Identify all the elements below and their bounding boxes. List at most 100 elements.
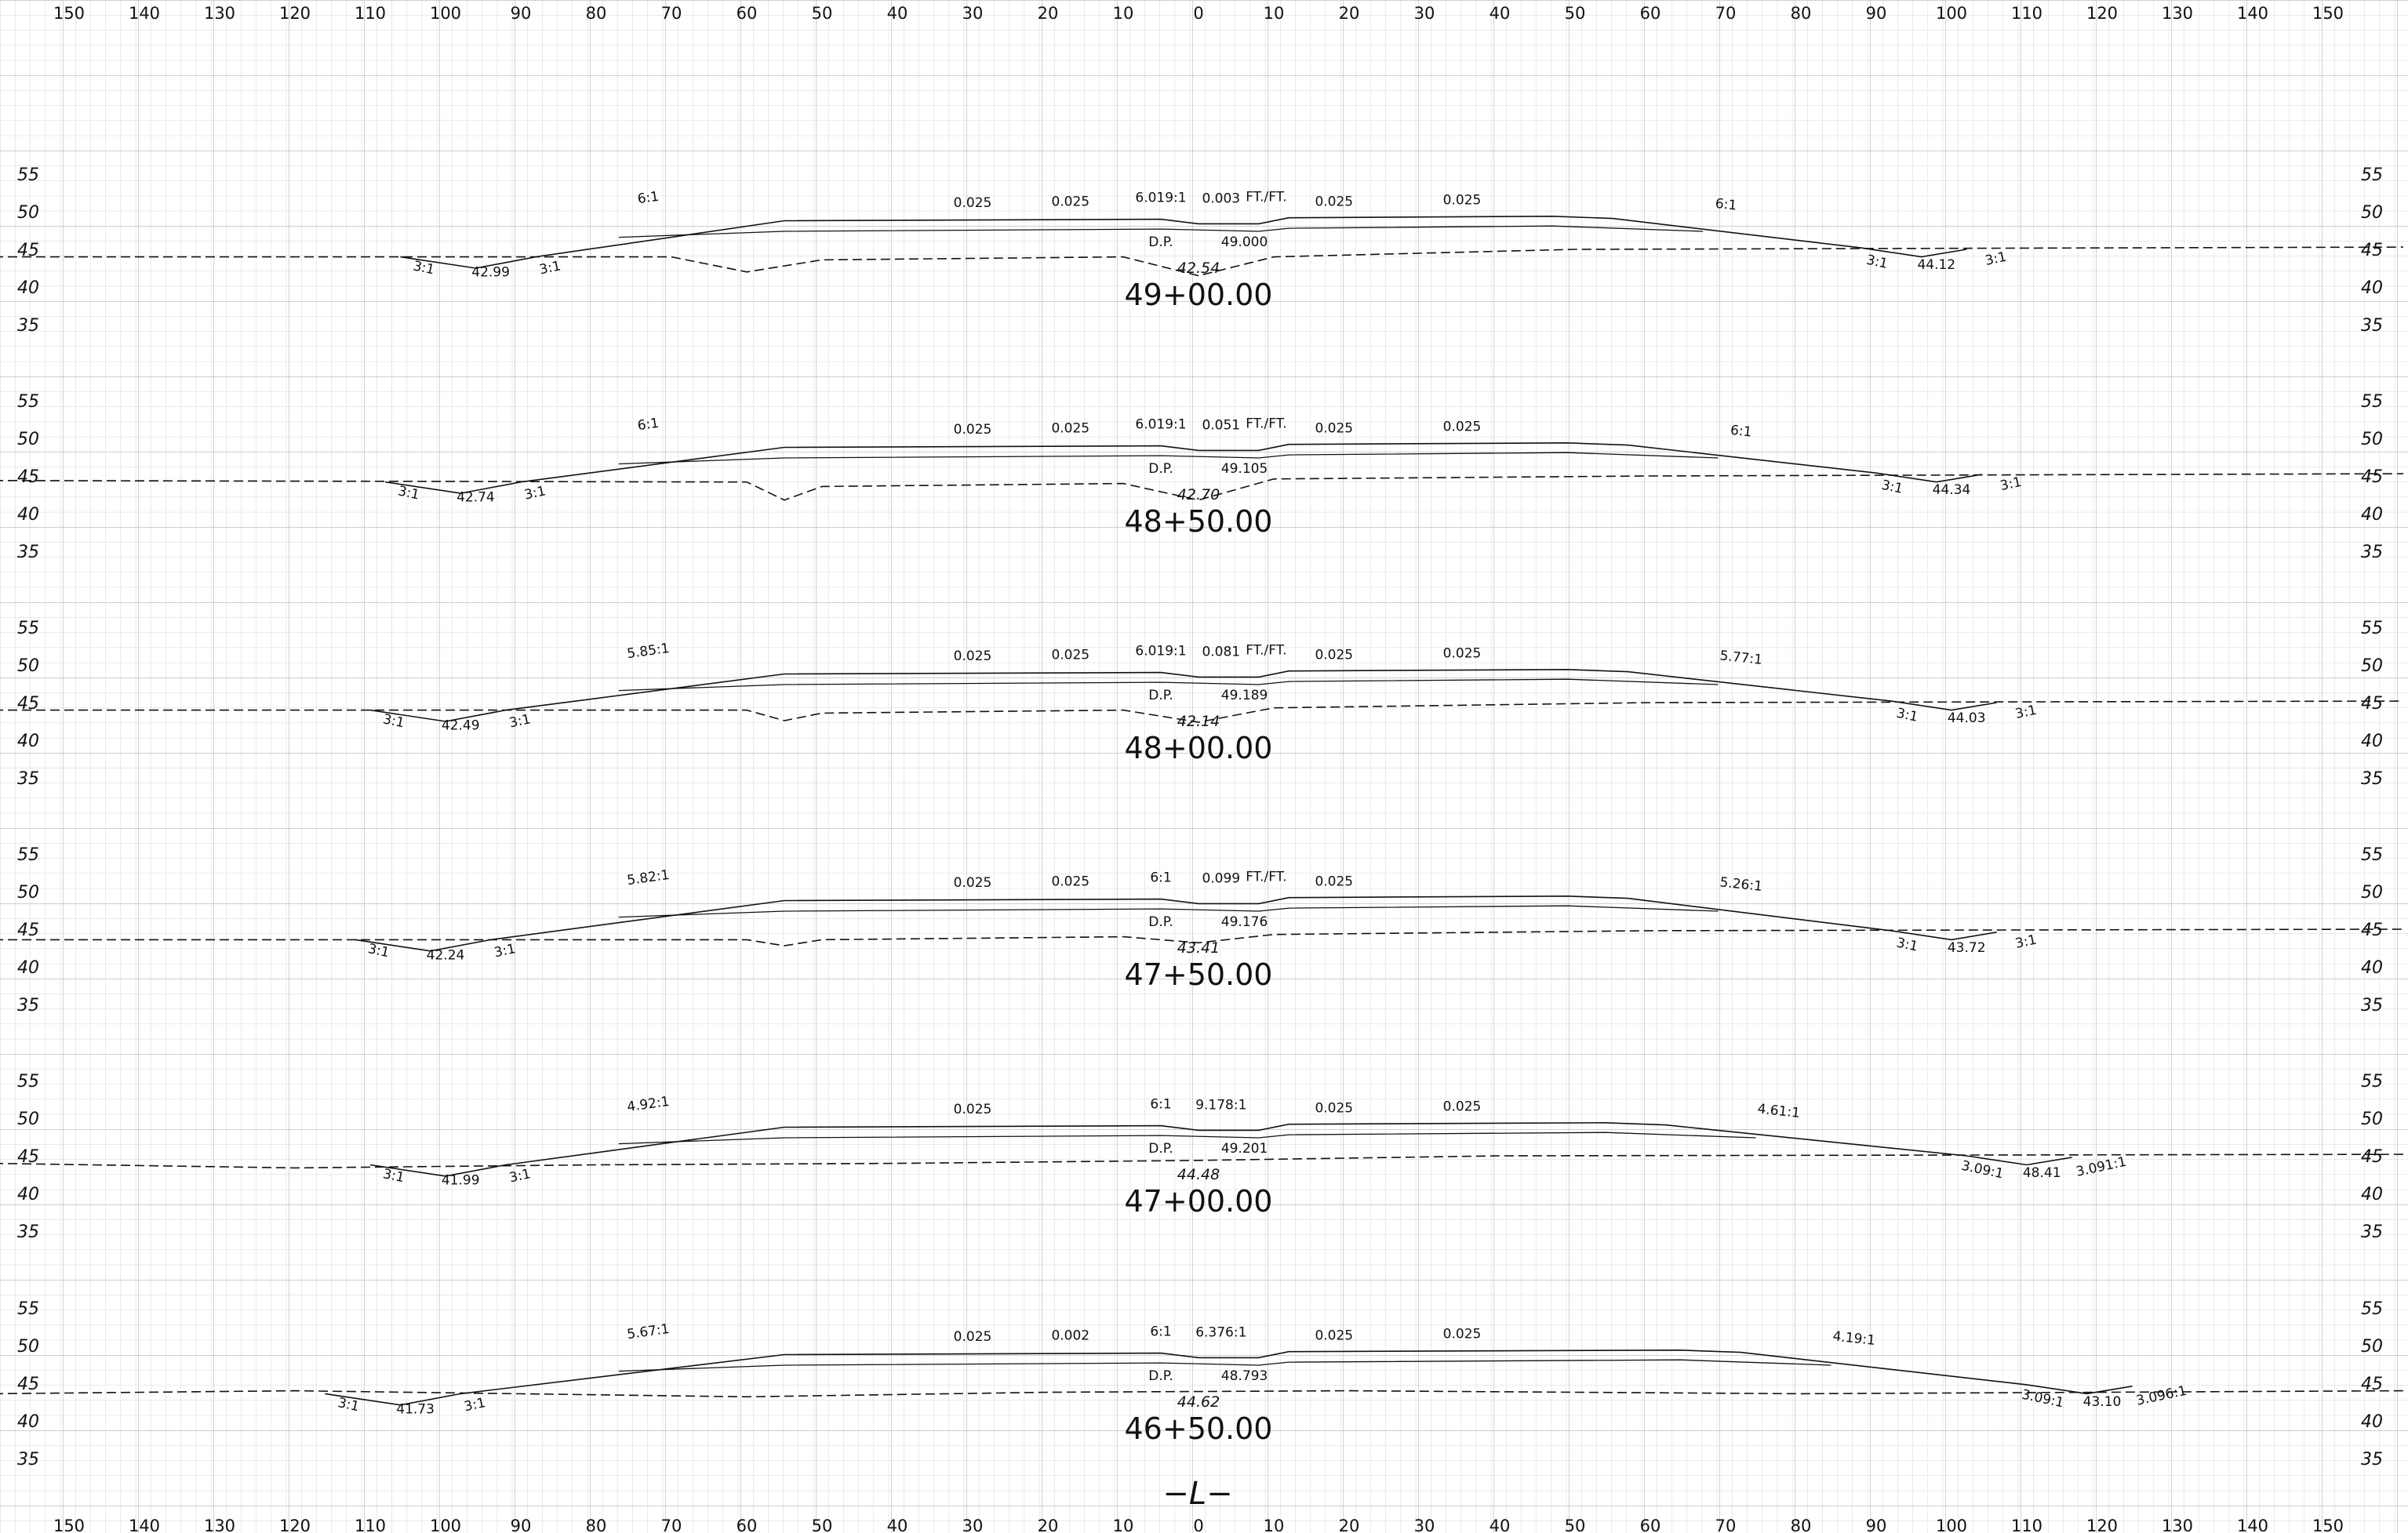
elevation-label: 50 — [17, 430, 39, 449]
elevation-label: 50 — [17, 883, 39, 903]
station-label: 48+50.00 — [1125, 504, 1273, 539]
elevation-label: 50 — [17, 1337, 39, 1357]
right-ditch-elevation: 44.03 — [1948, 710, 1986, 726]
station-label: 48+00.00 — [1125, 731, 1273, 765]
offset-tick-label: 20 — [1339, 4, 1360, 23]
offset-tick-label: 130 — [2162, 1517, 2193, 1533]
station-label: 47+50.00 — [1125, 957, 1273, 992]
elevation-label: 50 — [2361, 430, 2383, 449]
design-point-elevation: 48.793 — [1221, 1368, 1268, 1384]
elevation-label: 50 — [2361, 656, 2383, 676]
design-point-label: D.P. — [1148, 914, 1173, 930]
left-ditch-elevation: 42.49 — [442, 718, 480, 734]
subgrade-line — [618, 1132, 1756, 1145]
offset-tick-label: 120 — [2086, 1517, 2118, 1533]
ground-elevation-label: 44.62 — [1177, 1393, 1220, 1411]
elevation-label: 40 — [17, 732, 39, 751]
elevation-label: 40 — [2361, 732, 2383, 751]
offset-tick-label: 70 — [661, 1517, 682, 1533]
elevation-label: 35 — [17, 1450, 39, 1469]
existing-ground-line — [0, 246, 2404, 277]
ft-per-ft-label: FT./FT. — [1246, 190, 1286, 205]
offset-tick-label: 100 — [430, 4, 461, 23]
elevation-label: 45 — [2361, 467, 2383, 487]
elevation-label: 50 — [17, 656, 39, 676]
offset-tick-label: 90 — [511, 4, 532, 23]
right-ditch-elevation: 44.34 — [1933, 482, 1971, 498]
offset-tick-label: 130 — [2162, 4, 2193, 23]
existing-ground-line — [0, 473, 2404, 501]
offset-tick-label: 50 — [1565, 1517, 1586, 1533]
elevation-label: 45 — [17, 921, 39, 940]
elevation-label: 55 — [2361, 1299, 2383, 1319]
offset-tick-label: 120 — [2086, 4, 2118, 23]
right-fill-slope-label: 6:1 — [1715, 196, 1737, 214]
left-fill-slope-label: 6:1 — [637, 416, 660, 434]
design-point-label: D.P. — [1148, 1368, 1173, 1384]
design-point-label: D.P. — [1148, 461, 1173, 477]
elevation-label: 35 — [2361, 769, 2383, 789]
bottom-offset-axis: 150 140 130 120 110 100 90 80 70 60 50 40 30 20 10 0 10 2… — [53, 1517, 2344, 1533]
subgrade-line — [618, 1359, 1831, 1372]
offset-tick-label: 40 — [1490, 4, 1511, 23]
elevation-label: 55 — [2361, 1072, 2383, 1092]
offset-tick-label: 140 — [2237, 1517, 2268, 1533]
baseline-label: −L− — [1162, 1476, 1232, 1512]
offset-tick-label: 80 — [1791, 4, 1812, 23]
elevation-label: 35 — [2361, 1222, 2383, 1242]
subgrade-line — [618, 905, 1719, 918]
left-ditch-elevation: 42.99 — [471, 265, 510, 281]
offset-tick-label: 40 — [1490, 1517, 1511, 1533]
offset-tick-label: 60 — [737, 1517, 758, 1533]
design-point-elevation: 49.105 — [1221, 461, 1268, 477]
left-ditch-elevation: 41.99 — [442, 1172, 480, 1188]
left-ditch-elevation: 41.73 — [396, 1401, 435, 1417]
elevation-label: 50 — [2361, 1337, 2383, 1357]
left-lane-slope-label: 0.025 — [954, 1102, 992, 1117]
offset-tick-label: 10 — [1264, 4, 1285, 23]
elevation-label: 55 — [2361, 392, 2383, 412]
elevation-label: 45 — [2361, 694, 2383, 714]
left-shoulder-slope-label: 0.025 — [1051, 647, 1089, 663]
design-point-elevation: 49.176 — [1221, 914, 1268, 930]
right-ditch-elevation: 43.10 — [2083, 1394, 2122, 1410]
left-cross-slope-label: 6.019:1 — [1135, 417, 1186, 433]
subgrade-line — [618, 678, 1719, 692]
offset-tick-label: 90 — [511, 1517, 532, 1533]
elevation-label: 55 — [17, 619, 39, 638]
left-fill-slope-label: 6:1 — [637, 189, 660, 208]
offset-tick-label: 50 — [1565, 4, 1586, 23]
offset-tick-label: 80 — [586, 4, 607, 23]
left-lane-slope-label: 0.025 — [954, 648, 992, 664]
offset-tick-label: 70 — [661, 4, 682, 23]
elevation-label: 35 — [2361, 996, 2383, 1015]
elevation-label: 55 — [17, 1072, 39, 1092]
offset-tick-label: 40 — [887, 1517, 908, 1533]
offset-tick-label: 70 — [1715, 1517, 1737, 1533]
offset-tick-label: 10 — [1113, 1517, 1134, 1533]
right-ditch-elevation: 48.41 — [2023, 1165, 2061, 1181]
offset-tick-label: 30 — [1414, 1517, 1435, 1533]
elevation-label: 35 — [17, 543, 39, 562]
elevation-label: 55 — [2361, 619, 2383, 638]
existing-ground-line — [0, 928, 2404, 946]
right-lane-slope-label: 0.025 — [1443, 1099, 1482, 1114]
offset-tick-label: 80 — [586, 1517, 607, 1533]
right-lane-slope-label: 0.025 — [1443, 419, 1482, 434]
right-shoulder-slope-label: 0.025 — [1315, 874, 1353, 889]
finished-grade-line — [369, 668, 1997, 722]
offset-tick-label: 60 — [737, 4, 758, 23]
existing-ground-line — [0, 1153, 2404, 1169]
elevation-label: 35 — [2361, 316, 2383, 336]
elevation-label: 55 — [17, 845, 39, 865]
offset-tick-label: 140 — [2237, 4, 2268, 23]
offset-tick-label: 20 — [1038, 4, 1059, 23]
offset-tick-label: 140 — [129, 1517, 160, 1533]
elevation-label: 35 — [2361, 1450, 2383, 1469]
offset-tick-label: 100 — [1936, 1517, 1967, 1533]
right-shoulder-slope-label: 0.025 — [1315, 1100, 1353, 1116]
elevation-label: 55 — [17, 392, 39, 412]
